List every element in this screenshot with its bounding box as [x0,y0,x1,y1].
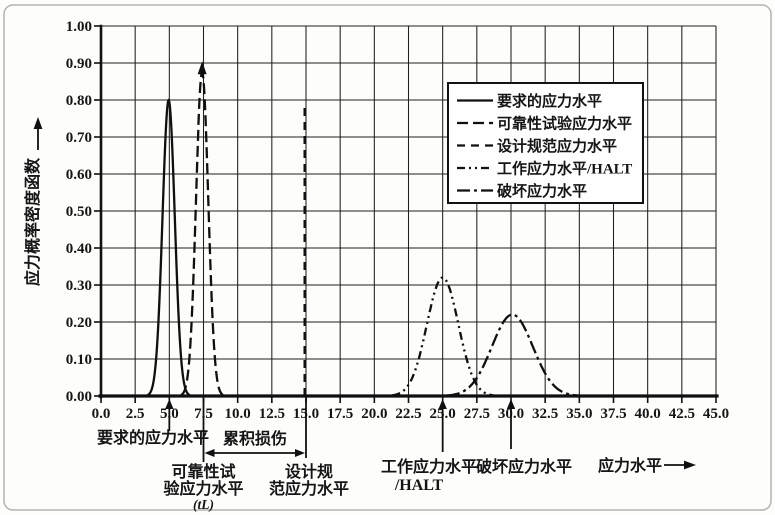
working-halt-callout-arrowhead-icon [438,399,447,409]
cumulative-damage-span-text: 累积损伤 [223,429,287,448]
legend-label-required-stress: 要求的应力水平 [497,92,602,110]
curves [147,61,579,397]
curve-peak-arrowhead-icon [197,61,207,75]
y-tick-label: 0.40 [66,241,92,257]
x-tick-label: 32.5 [532,406,558,422]
x-tick-label: 22.5 [395,406,421,422]
y-tick-label: 0.60 [66,167,92,183]
reliability-test-callout-text: (tL) [193,497,214,512]
span-arrowhead-left-icon [204,449,215,457]
required-stress-callout-arrowhead-icon [165,399,174,409]
x-tick-label: 2.5 [126,406,145,422]
legend-label-design-spec-stress: 设计规范应力水平 [497,137,617,155]
design-spec-callout-text: 范应力水平 [269,479,349,498]
reliability-test-callout-text: 可靠性试 [171,462,235,481]
y-tick-label: 0.50 [66,204,92,220]
working-halt-callout-text: 工作应力水平 [381,457,477,476]
x-axis-title: 应力水平 [598,456,662,475]
y-tick-label: 0.30 [66,278,92,294]
x-tick-label: 35.0 [566,406,592,422]
y-tick-label: 0.00 [66,389,92,405]
x-tick-label: 10.0 [225,406,251,422]
required-stress-callout-text: 要求的应力水平 [97,428,209,447]
design-spec-callout-text: 设计规 [285,462,333,481]
y-axis-title: 应力概率密度函数 [23,157,42,286]
curve-required-stress [147,98,191,397]
working-halt-callout-text: /HALT [394,477,444,494]
reliability-test-callout-text: 验应力水平 [163,479,243,498]
x-tick-label: 0.0 [92,406,111,422]
y-tick-label: 1.00 [66,19,92,35]
x-tick-label: 20.0 [361,406,387,422]
x-axis-title-arrowhead-icon [684,460,696,470]
y-axis-title-arrowhead-icon [33,117,43,129]
x-tick-label: 17.5 [327,406,353,422]
x-tick-label: 45.0 [703,406,729,422]
legend-label-damage-stress: 破坏应力水平 [497,182,587,200]
span-arrowhead-right-icon [295,449,305,457]
y-tick-label: 0.90 [66,56,92,72]
x-tick-label: 27.5 [464,406,490,422]
legend-label-reliability-test-stress: 可靠性试验应力水平 [497,115,632,133]
legend-label-working-stress-halt: 工作应力水平/HALT [497,160,632,178]
curve-damage-stress [446,313,579,397]
y-tick-label: 0.10 [66,352,92,368]
curve-working-stress-halt [392,276,494,397]
x-tick-label: 40.0 [635,406,661,422]
axis-ticks: 0.0 2.5 5.0 7.5 10.0 12.5 15.0 17.5 20.0 22.5 25.0… [66,19,729,422]
y-tick-label: 0.80 [66,93,92,109]
legend-box [447,82,644,204]
y-tick-label: 0.70 [66,130,92,146]
x-tick-label: 42.5 [669,406,695,422]
damage-stress-callout-text: 破坏应力水平 [476,457,572,476]
x-tick-label: 12.5 [259,406,285,422]
y-tick-label: 0.20 [66,315,92,331]
damage-stress-callout-arrowhead-icon [506,399,516,409]
x-tick-label: 37.5 [600,406,626,422]
